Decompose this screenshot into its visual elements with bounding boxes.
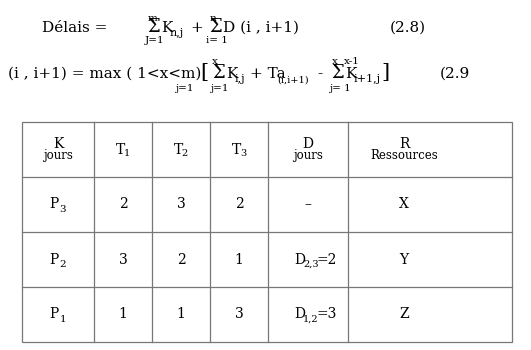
- Text: (2.9: (2.9: [440, 67, 470, 81]
- Text: 2: 2: [118, 197, 127, 211]
- Text: 1: 1: [235, 252, 243, 266]
- Text: R: R: [399, 136, 409, 150]
- Text: =2: =2: [316, 252, 336, 266]
- Text: [: [: [200, 63, 208, 82]
- Text: jours: jours: [293, 149, 323, 162]
- Text: 2: 2: [177, 252, 185, 266]
- Text: =3: =3: [316, 308, 336, 322]
- Text: 3: 3: [240, 149, 246, 158]
- Text: m: m: [148, 14, 158, 23]
- Text: + Ta: + Ta: [250, 67, 286, 81]
- Text: K: K: [345, 67, 356, 81]
- Text: i,j: i,j: [235, 74, 246, 84]
- Text: n: n: [210, 14, 217, 23]
- Text: J=1: J=1: [145, 36, 165, 45]
- Text: i= 1: i= 1: [206, 36, 228, 45]
- Text: 2,3: 2,3: [303, 260, 319, 269]
- Text: 3: 3: [59, 205, 66, 214]
- Bar: [22, 122, 512, 342]
- Text: –: –: [304, 197, 312, 211]
- Text: +: +: [190, 21, 203, 35]
- Text: 1: 1: [59, 315, 66, 324]
- Text: P: P: [49, 308, 58, 322]
- Text: K: K: [161, 21, 173, 35]
- Text: P: P: [49, 197, 58, 211]
- Text: Y: Y: [399, 252, 408, 266]
- Text: x: x: [212, 57, 218, 66]
- Text: ]: ]: [381, 63, 389, 82]
- Text: j= 1: j= 1: [329, 84, 351, 93]
- Text: 1,2: 1,2: [303, 315, 319, 324]
- Text: K: K: [226, 67, 237, 81]
- Text: Délais =: Délais =: [42, 21, 107, 35]
- Text: P: P: [49, 252, 58, 266]
- Text: 3: 3: [177, 197, 185, 211]
- Text: 1: 1: [124, 149, 130, 158]
- Text: 2: 2: [59, 260, 66, 269]
- Text: 3: 3: [235, 308, 243, 322]
- Text: 2: 2: [182, 149, 188, 158]
- Text: j=1: j=1: [210, 84, 228, 93]
- Text: D: D: [294, 308, 305, 322]
- Text: 1: 1: [177, 308, 185, 322]
- Text: T: T: [174, 142, 183, 156]
- Text: T: T: [115, 142, 125, 156]
- Text: Σ: Σ: [209, 18, 222, 36]
- Text: Ressources: Ressources: [370, 149, 438, 162]
- Text: (i,i+1): (i,i+1): [277, 76, 309, 85]
- Text: j=1: j=1: [175, 84, 193, 93]
- Text: D (i , i+1): D (i , i+1): [223, 21, 299, 35]
- Text: Z: Z: [399, 308, 409, 322]
- Text: -: -: [317, 67, 322, 81]
- Text: (2.8): (2.8): [390, 21, 426, 35]
- Text: 3: 3: [118, 252, 127, 266]
- Text: x: x: [332, 57, 338, 66]
- Text: 1: 1: [118, 308, 127, 322]
- Text: X: X: [399, 197, 409, 211]
- Text: jours: jours: [43, 149, 73, 162]
- Text: 2: 2: [235, 197, 243, 211]
- Text: x-1: x-1: [344, 57, 360, 66]
- Text: Σ: Σ: [331, 64, 344, 82]
- Text: T: T: [232, 142, 241, 156]
- Text: K: K: [53, 136, 63, 150]
- Text: D: D: [294, 252, 305, 266]
- Text: Σ: Σ: [212, 64, 225, 82]
- Text: n,j: n,j: [170, 28, 184, 38]
- Text: D: D: [303, 136, 313, 150]
- Text: Σ: Σ: [147, 18, 160, 36]
- Text: (i , i+1) = max ( 1<x<m): (i , i+1) = max ( 1<x<m): [8, 67, 201, 81]
- Text: i+1,j: i+1,j: [354, 74, 381, 84]
